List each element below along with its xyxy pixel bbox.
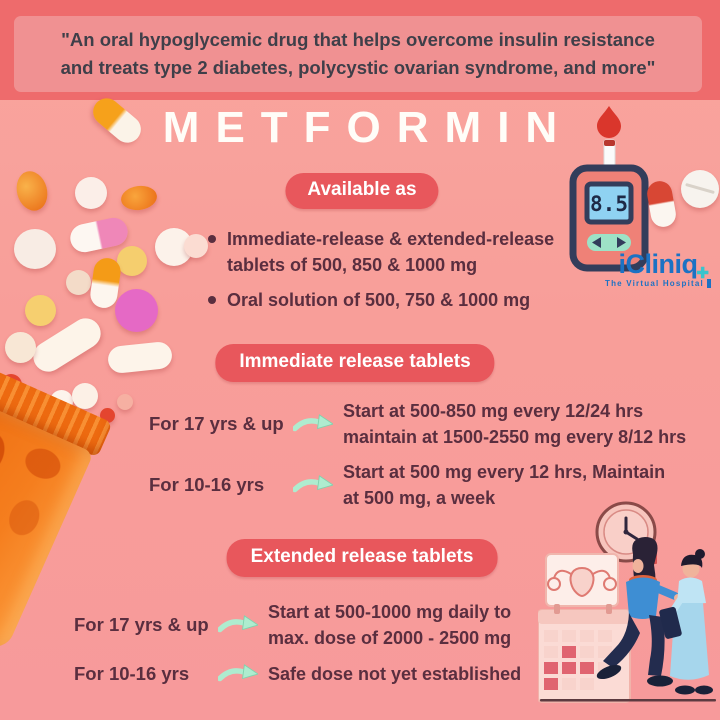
logo-brand-text: iCliniq — [618, 249, 699, 279]
meter-reading: 8.5 — [590, 192, 628, 216]
quote-band: "An oral hypoglycemic drug that helps ov… — [0, 0, 720, 100]
dose-text: Start at 500 mg every 12 hrs, Maintain a… — [343, 462, 666, 508]
immediate-release-badge: Immediate release tablets — [215, 344, 495, 382]
capsule-pill-icon — [67, 215, 131, 255]
age-label: For 10-16 yrs — [149, 474, 265, 495]
curved-arrow-icon — [293, 414, 333, 432]
uterus-frame-icon — [545, 552, 657, 607]
icliniq-logo: iCliniq ✚ The Virtual Hospital — [597, 251, 719, 294]
quote-line-1: "An oral hypoglycemic drug that helps ov… — [61, 29, 655, 50]
dose-row: For 10-16 yrs Safe dose not yet establis… — [74, 659, 521, 689]
logo-plus-icon: ✚ — [696, 265, 709, 282]
doctors-illustration — [538, 501, 716, 703]
available-as-badge: Available as — [285, 173, 439, 209]
round-pill-icon — [14, 229, 56, 269]
dose-row: For 17 yrs & up Start at 500-1000 mg dai… — [74, 598, 511, 652]
person-nurse — [659, 549, 713, 695]
extended-release-badge: Extended release tablets — [226, 539, 498, 577]
scored-tablet-icon — [681, 170, 719, 208]
curved-arrow-icon — [218, 664, 258, 682]
list-item: Oral solution of 500, 750 & 1000 mg — [205, 287, 554, 313]
list-item-line: Oral solution of 500, 750 & 1000 mg — [227, 290, 531, 310]
round-pill-icon — [25, 295, 56, 326]
round-pill-icon — [184, 234, 208, 258]
quote-box: "An oral hypoglycemic drug that helps ov… — [14, 16, 702, 92]
person-walking — [596, 537, 682, 687]
logo-bar — [706, 279, 711, 288]
list-item-line: Immediate-release & extended-release — [227, 229, 555, 249]
round-pill-icon — [117, 394, 133, 410]
calendar-icon — [538, 604, 631, 703]
curved-arrow-icon — [293, 475, 333, 493]
round-pill-icon — [72, 383, 98, 409]
gel-pill-icon — [119, 183, 159, 213]
dose-row: For 17 yrs & up Start at 500-850 mg ever… — [149, 397, 686, 451]
round-pill-icon — [66, 270, 91, 295]
glucose-meter-icon: 8.5 — [569, 106, 649, 272]
oblong-pill-icon — [106, 340, 174, 375]
round-pill-icon — [75, 177, 107, 209]
logo-tagline: The Virtual Hospital — [605, 279, 704, 288]
gel-pill-icon — [12, 167, 52, 215]
dose-text: Start at 500-850 mg every 12/24 hrs main… — [343, 401, 687, 447]
quote-line-2: and treats type 2 diabetes, polycystic o… — [60, 57, 656, 78]
ground-line — [540, 699, 716, 702]
list-item: Immediate-release & extended-release tab… — [205, 226, 554, 278]
available-list: Immediate-release & extended-release tab… — [205, 226, 554, 322]
round-pill-icon — [117, 246, 147, 276]
round-pill-icon — [115, 289, 158, 332]
age-label: For 10-16 yrs — [74, 663, 190, 684]
dose-text: Start at 500-1000 mg daily to max. dose … — [268, 602, 512, 648]
age-label: For 17 yrs & up — [74, 614, 209, 635]
round-pill-icon — [5, 332, 36, 363]
dose-row: For 10-16 yrs Start at 500 mg every 12 h… — [149, 458, 665, 512]
age-label: For 17 yrs & up — [149, 413, 284, 434]
list-item-line: tablets of 500, 850 & 1000 mg — [227, 255, 478, 275]
page-title: METFORMIN — [162, 103, 574, 152]
dose-text: Safe dose not yet established — [268, 664, 522, 684]
curved-arrow-icon — [218, 615, 258, 633]
